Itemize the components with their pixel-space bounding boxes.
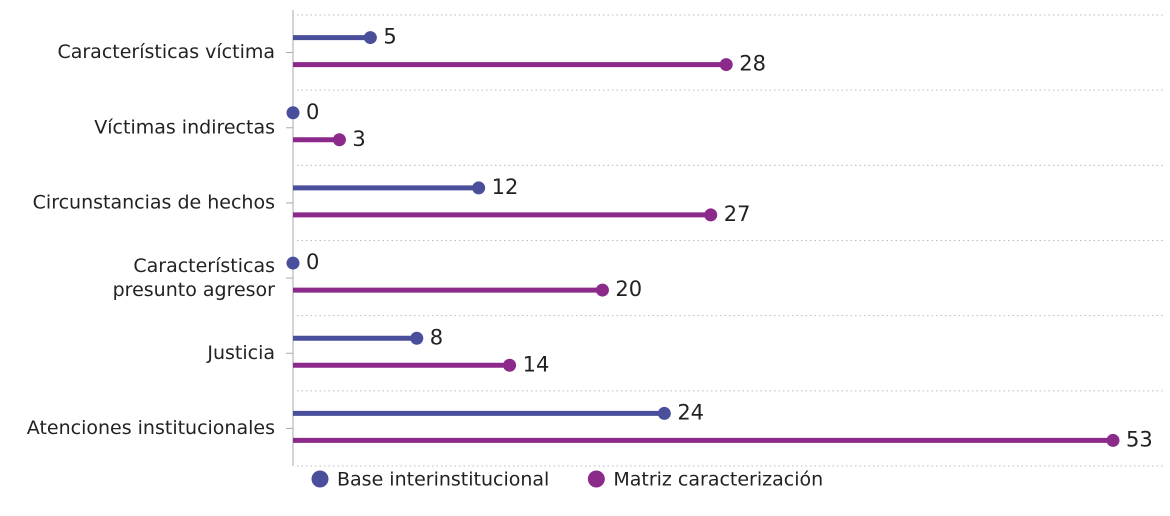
category-line: presunto agresor — [113, 279, 276, 301]
value-label: 28 — [739, 52, 766, 76]
lollipop-dot — [363, 31, 377, 45]
legend-swatch — [311, 470, 329, 488]
category-label: Víctimas indirectas — [94, 116, 275, 138]
value-label: 53 — [1126, 427, 1153, 451]
value-label: 12 — [492, 175, 519, 199]
value-label: 24 — [677, 400, 704, 424]
lollipop-dot — [503, 358, 517, 372]
lollipop-dot — [1106, 433, 1120, 447]
value-label: 14 — [523, 352, 550, 376]
category-label: Características víctima — [57, 41, 275, 63]
category-label: Características presunto agresor — [113, 255, 276, 301]
value-label: 27 — [724, 202, 751, 226]
value-label: 20 — [615, 277, 642, 301]
value-label: 0 — [306, 250, 319, 274]
value-label: 3 — [352, 127, 365, 151]
lollipop-dot — [286, 106, 300, 120]
lollipop-dot — [410, 331, 424, 345]
category-label: Circunstancias de hechos — [33, 191, 275, 213]
category-line: Características — [133, 255, 275, 277]
category-label: Justicia — [206, 342, 275, 364]
value-label: 5 — [383, 25, 396, 49]
legend-label: Base interinstitucional — [337, 469, 549, 491]
lollipop-dot — [286, 256, 300, 270]
legend-swatch — [587, 470, 605, 488]
legend-label: Matriz caracterización — [613, 469, 823, 491]
category-label: Atenciones institucionales — [27, 417, 275, 439]
lollipop-dot — [719, 58, 733, 72]
lollipop-dot — [657, 406, 671, 420]
lollipop-dot — [472, 181, 486, 195]
value-label: 8 — [430, 325, 443, 349]
lollipop-dot — [332, 133, 346, 147]
lollipop-dot — [595, 283, 609, 297]
value-label: 0 — [306, 100, 319, 124]
lollipop-dot — [704, 208, 718, 222]
